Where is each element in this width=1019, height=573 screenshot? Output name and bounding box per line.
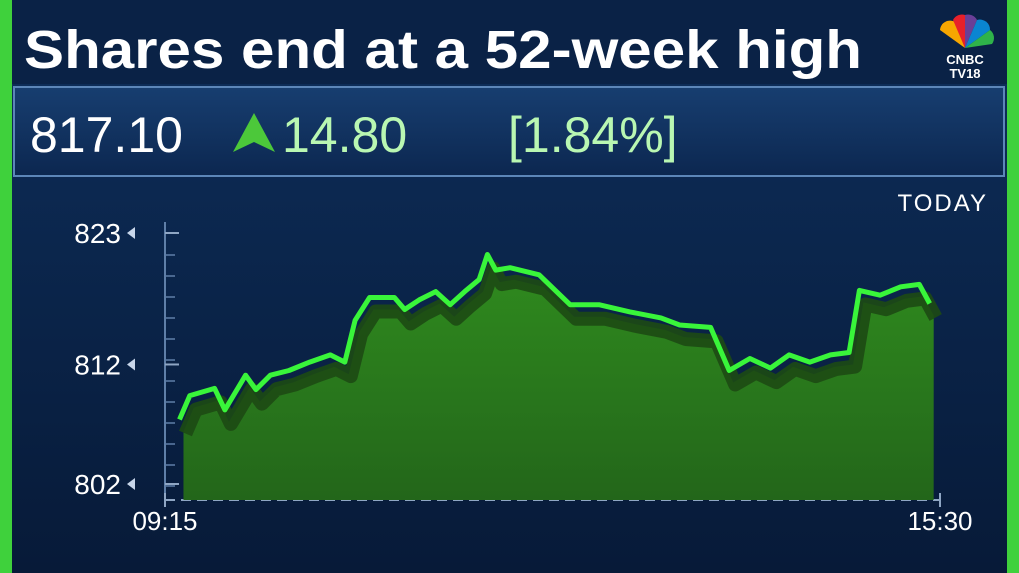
percent-change: [1.84%] — [508, 107, 678, 163]
y-tick-label: 823 — [74, 218, 121, 249]
y-tick-label: 802 — [74, 469, 121, 500]
y-tick — [127, 227, 135, 239]
title: Shares end at a 52-week high — [24, 20, 862, 80]
period-label: TODAY — [898, 190, 988, 217]
line — [177, 252, 932, 421]
x-tick-label: 15:30 — [907, 506, 972, 536]
up-arrow — [233, 113, 275, 152]
change: 14.80 — [282, 107, 407, 163]
plot: 823 812 802 09:15 15:30 — [74, 218, 972, 536]
x-tick-label: 09:15 — [132, 506, 197, 536]
title-bar — [12, 0, 1007, 84]
price: 817.10 — [30, 107, 183, 163]
line-shadow — [179, 261, 942, 437]
logo-text: TV18 — [949, 66, 980, 81]
logo: CNBC TV18 — [940, 14, 994, 81]
quote-box — [13, 86, 1005, 177]
y-tick — [127, 478, 135, 490]
logo-feather — [965, 14, 977, 48]
logo-text: CNBC — [946, 52, 984, 67]
logo-feather — [965, 19, 991, 48]
y-tick — [127, 358, 135, 371]
logo-feather — [953, 14, 965, 49]
y-tick-label: 812 — [74, 349, 121, 380]
logo-feather — [940, 20, 965, 48]
logo-feather — [965, 30, 994, 48]
